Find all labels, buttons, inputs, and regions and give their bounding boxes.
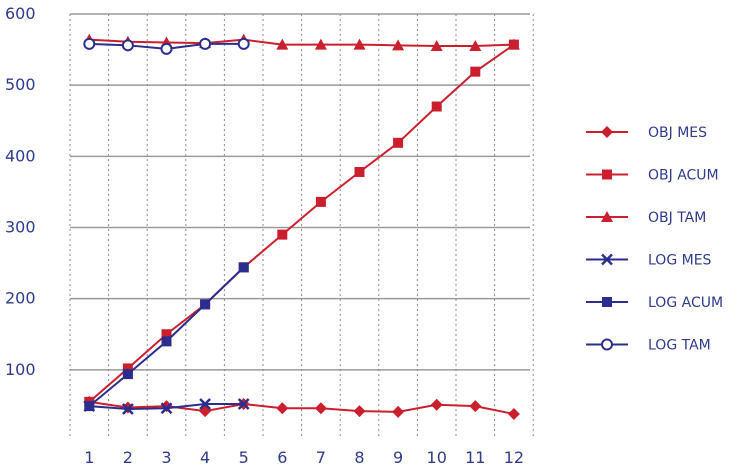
data-point-square <box>161 336 172 347</box>
data-point-diamond <box>276 402 289 415</box>
data-point-square <box>238 262 249 273</box>
legend-item: OBJ TAM <box>586 210 706 226</box>
data-point-diamond <box>601 126 613 138</box>
legend-label: LOG MES <box>648 253 712 269</box>
x-tick-label: 12 <box>504 448 524 467</box>
data-point-square <box>602 297 612 307</box>
legend-label: LOG TAM <box>648 338 711 354</box>
data-point-triangle <box>507 38 520 50</box>
data-point-x <box>122 403 134 415</box>
x-tick-label: 7 <box>316 448 326 467</box>
y-tick-label: 300 <box>5 218 36 237</box>
data-point-square <box>393 137 404 148</box>
x-tick-label: 4 <box>200 448 210 467</box>
data-point-diamond <box>392 405 405 418</box>
data-point-x <box>199 398 211 410</box>
x-tick-label: 5 <box>239 448 249 467</box>
series-line <box>88 43 515 403</box>
legend-label: OBJ TAM <box>648 210 706 226</box>
x-tick-label: 6 <box>277 448 287 467</box>
series-layer <box>83 33 520 420</box>
y-tick-label: 600 <box>5 4 36 23</box>
data-point-circle <box>160 42 173 55</box>
data-point-circle <box>199 37 212 50</box>
y-tick-label: 200 <box>5 289 36 308</box>
data-point-diamond <box>353 405 366 418</box>
data-point-x <box>160 402 173 415</box>
series-obj-tam <box>83 33 520 52</box>
legend: OBJ MES OBJ ACUM OBJ TAM LOG MES LOG ACUM LOG… <box>586 125 723 354</box>
legend-label: LOG ACUM <box>648 295 723 311</box>
data-point-square <box>122 369 133 380</box>
series-log-tam <box>83 37 250 55</box>
legend-item: OBJ ACUM <box>586 168 719 184</box>
data-point-triangle <box>276 38 289 50</box>
x-tick-label: 2 <box>123 448 133 467</box>
y-tick-label: 400 <box>5 146 36 165</box>
y-tick-label: 500 <box>5 75 36 94</box>
data-point-x-stroke <box>199 398 211 410</box>
legend-item: LOG TAM <box>586 338 711 354</box>
data-point-circle <box>601 338 613 351</box>
data-point-x-stroke <box>160 402 173 415</box>
data-point-diamond <box>507 407 520 420</box>
legend-item: OBJ MES <box>586 125 707 141</box>
data-point-square <box>84 401 95 412</box>
series-log-acum <box>84 262 249 412</box>
data-point-square <box>470 66 481 77</box>
data-point-triangle <box>469 40 482 52</box>
x-tick-label: 11 <box>465 448 485 467</box>
legend-item: LOG MES <box>586 253 712 269</box>
legend-item: LOG ACUM <box>586 295 723 311</box>
x-tick-label: 3 <box>161 448 171 467</box>
x-tick-label: 8 <box>354 448 364 467</box>
x-tick-label: 10 <box>427 448 447 467</box>
data-point-x <box>237 398 250 410</box>
data-point-x <box>601 253 613 266</box>
data-point-square <box>277 229 288 240</box>
legend-label: OBJ MES <box>648 125 707 141</box>
data-point-circle <box>237 37 250 50</box>
data-point-square <box>161 329 172 340</box>
data-point-square <box>602 169 612 180</box>
data-point-x-stroke <box>601 253 613 266</box>
data-point-triangle <box>314 38 327 50</box>
data-point-diamond <box>160 400 173 413</box>
series-line <box>89 400 515 415</box>
data-point-square <box>315 196 326 207</box>
data-point-diamond <box>469 400 482 413</box>
data-point-x-stroke <box>122 403 134 415</box>
data-point-diamond <box>430 398 443 411</box>
data-point-circle <box>121 39 134 52</box>
data-point-circle <box>83 37 96 50</box>
data-point-square <box>354 166 365 177</box>
series-line <box>89 38 514 48</box>
data-point-square <box>122 363 133 374</box>
grid-layer <box>69 13 534 436</box>
x-tick-label: 1 <box>84 448 94 467</box>
data-point-triangle <box>353 38 366 50</box>
data-point-triangle <box>601 211 613 222</box>
y-tick-label: 100 <box>5 360 36 379</box>
data-point-square <box>200 299 211 310</box>
data-point-x-stroke <box>237 398 250 410</box>
data-point-diamond <box>314 402 327 415</box>
x-tick-label: 9 <box>393 448 403 467</box>
data-point-square <box>431 101 442 112</box>
series-obj-acum <box>84 39 519 407</box>
data-point-triangle <box>430 40 443 52</box>
legend-label: OBJ ACUM <box>648 168 719 184</box>
data-point-triangle <box>392 39 405 51</box>
